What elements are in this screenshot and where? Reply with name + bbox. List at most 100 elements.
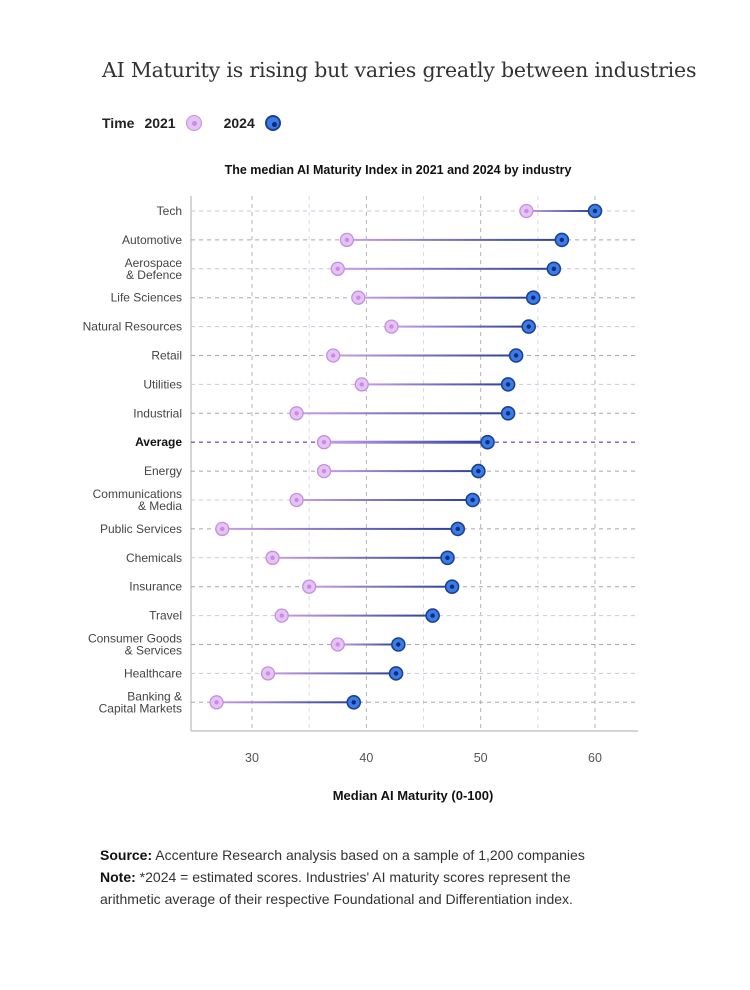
x-tick-label: 40 (359, 751, 373, 765)
category-label-line: Consumer Goods (88, 632, 182, 646)
category-label-line: Communications (93, 487, 182, 501)
legend-label-2021: 2021 (144, 115, 176, 131)
category-label: Consumer Goods & Services (88, 632, 182, 658)
marker-2021-center (220, 526, 225, 532)
marker-2024-center (531, 295, 536, 300)
marker-2024-center (513, 353, 519, 358)
category-label: Retail (151, 349, 182, 363)
category-label-line: Tech (157, 204, 182, 218)
category-label-line: Life Sciences (111, 291, 182, 305)
dumbbell-connector (337, 267, 554, 270)
marker-2021-center (335, 642, 340, 647)
x-tick-label: 60 (588, 751, 602, 765)
dumbbell-connector (268, 672, 397, 675)
marker-2021-center (294, 411, 299, 416)
marker-2024-center (559, 237, 565, 243)
category-label: Automotive (122, 233, 182, 247)
category-label-line: Public Services (100, 522, 182, 536)
source-text: Accenture Research analysis based on a s… (152, 847, 585, 863)
category-label-line: Capital Markets (99, 701, 182, 715)
marker-2024-center (470, 497, 475, 503)
category-label-line: & Services (125, 644, 182, 658)
category-label-line: Natural Resources (83, 320, 182, 334)
marker-2021-center (524, 208, 529, 214)
marker-2024-center (476, 468, 481, 474)
marker-2021-center (330, 353, 336, 358)
category-label-line: Industrial (133, 406, 182, 420)
category-label: Insurance (129, 580, 182, 594)
marker-2024-center (396, 642, 401, 647)
legend: Time 2021 2024 (102, 115, 303, 131)
note-text: *2024 = estimated scores. Industries' AI… (100, 869, 573, 907)
dumbbell-connector (216, 701, 354, 704)
x-tick-label: 50 (474, 751, 488, 765)
marker-2024-center (393, 671, 399, 676)
marker-2021-center (335, 266, 340, 271)
legend-marker-2021 (185, 115, 202, 131)
dumbbell-connector (337, 643, 399, 646)
marker-2021-center (389, 324, 394, 329)
dumbbell-connector (296, 412, 509, 415)
category-label: Tech (157, 204, 182, 218)
marker-2021-center (279, 613, 284, 618)
marker-2024-center (485, 440, 490, 445)
dumbbell-connector (358, 296, 534, 299)
marker-2024-center (445, 555, 450, 560)
dumbbell-connector (391, 325, 529, 328)
category-label: Energy (144, 464, 182, 478)
category-label: Natural Resources (83, 320, 182, 334)
category-label-line: Healthcare (124, 666, 182, 680)
marker-2021-center (321, 440, 327, 445)
category-label: Average (135, 435, 182, 449)
note-label: Note: (100, 869, 136, 885)
marker-2021-center (359, 382, 364, 387)
legend-label-2024: 2024 (223, 115, 255, 131)
marker-2021-center (306, 584, 312, 589)
marker-2024-center (551, 266, 557, 271)
dumbbell-connector (324, 470, 479, 473)
x-tick-label: 30 (245, 751, 259, 765)
x-axis-title: Median AI Maturity (0-100) (333, 788, 494, 803)
marker-2021-center (294, 497, 299, 503)
category-label-line: Travel (149, 609, 182, 623)
marker-2024-center (455, 526, 460, 532)
category-label: Healthcare (124, 666, 182, 680)
category-label: Banking & Capital Markets (99, 689, 182, 715)
dumbbell-connector (272, 556, 448, 559)
marker-2024-center (449, 584, 455, 589)
category-label-line: & Media (138, 499, 182, 513)
marker-2021-center (356, 295, 361, 300)
category-label-line: Utilities (143, 377, 182, 391)
category-label-line: Aerospace (125, 256, 183, 270)
category-label-line: Chemicals (126, 551, 182, 565)
dumbbell-connector (324, 440, 488, 444)
marker-2021-center (265, 671, 271, 676)
chart-subtitle: The median AI Maturity Index in 2021 and… (225, 163, 572, 177)
dumbbell-connector (222, 527, 458, 530)
category-label-line: Energy (144, 464, 182, 478)
marker-2024-center (430, 613, 435, 618)
marker-2021-center (214, 700, 219, 705)
marker-2024-center (505, 411, 511, 416)
dumbbell-connector (309, 585, 453, 588)
category-label: Chemicals (126, 551, 182, 565)
dumbbell-connector (296, 499, 473, 501)
marker-2024-center (351, 700, 356, 705)
marker-2024-center (592, 208, 598, 214)
category-label: Life Sciences (111, 291, 182, 305)
category-label: Communications & Media (93, 487, 183, 513)
legend-marker-2024 (264, 115, 281, 131)
category-label-line: & Defence (126, 268, 182, 282)
category-label-line: Retail (151, 349, 182, 363)
source-label: Source: (100, 847, 153, 863)
marker-2021-center (344, 237, 350, 243)
dumbbell-connector (333, 354, 517, 357)
source-note: Source: Accenture Research analysis base… (100, 844, 700, 910)
category-label: Travel (149, 609, 182, 623)
marker-2024-center (505, 382, 511, 387)
legend-title: Time (102, 115, 135, 131)
category-label: Public Services (100, 522, 182, 536)
category-label-line: Automotive (122, 233, 182, 247)
marker-2021-center (270, 555, 275, 560)
marker-2021-center (321, 468, 327, 474)
